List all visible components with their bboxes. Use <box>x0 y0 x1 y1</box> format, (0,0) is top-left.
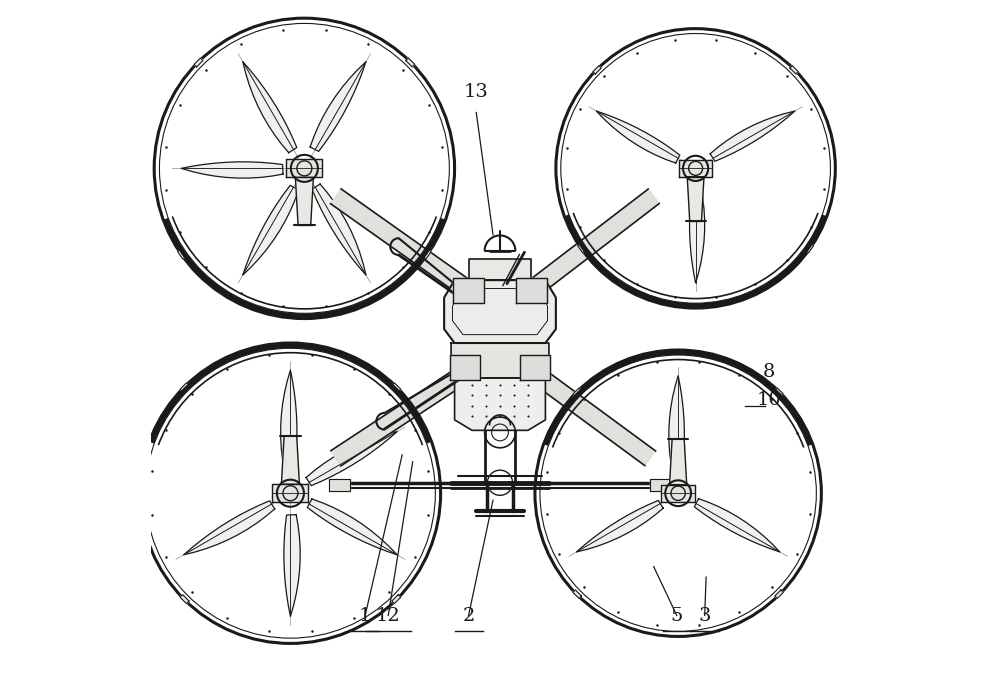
Polygon shape <box>593 66 601 74</box>
Text: 12: 12 <box>376 608 401 625</box>
Polygon shape <box>573 388 581 396</box>
Text: 5: 5 <box>671 608 683 625</box>
Text: 2: 2 <box>462 608 475 625</box>
Polygon shape <box>329 480 350 491</box>
Polygon shape <box>181 162 283 178</box>
Polygon shape <box>690 188 705 283</box>
Polygon shape <box>516 278 547 303</box>
Polygon shape <box>243 62 297 153</box>
Polygon shape <box>790 66 798 74</box>
Polygon shape <box>687 176 704 221</box>
Polygon shape <box>307 499 397 555</box>
Polygon shape <box>272 484 308 502</box>
Polygon shape <box>710 111 795 161</box>
Polygon shape <box>423 249 431 259</box>
Text: 10: 10 <box>757 391 781 409</box>
Polygon shape <box>578 244 585 253</box>
Polygon shape <box>281 436 299 484</box>
Polygon shape <box>444 280 556 343</box>
Polygon shape <box>331 189 477 300</box>
Polygon shape <box>806 244 813 253</box>
Polygon shape <box>178 249 186 259</box>
Polygon shape <box>180 383 189 392</box>
Text: 1: 1 <box>359 608 371 625</box>
Polygon shape <box>596 111 680 163</box>
Polygon shape <box>455 378 545 430</box>
Polygon shape <box>295 177 313 225</box>
Polygon shape <box>520 355 550 380</box>
Polygon shape <box>650 480 671 491</box>
Polygon shape <box>451 343 549 378</box>
Polygon shape <box>526 363 656 466</box>
Polygon shape <box>669 376 684 473</box>
Text: 13: 13 <box>464 83 489 101</box>
Polygon shape <box>775 388 783 396</box>
Polygon shape <box>661 484 695 502</box>
Polygon shape <box>392 383 401 392</box>
Polygon shape <box>573 590 581 598</box>
Polygon shape <box>392 594 401 603</box>
Polygon shape <box>180 594 189 603</box>
Polygon shape <box>281 370 297 472</box>
Polygon shape <box>453 278 484 303</box>
Polygon shape <box>694 498 780 552</box>
Polygon shape <box>306 432 397 486</box>
Polygon shape <box>576 500 663 552</box>
Polygon shape <box>522 189 659 300</box>
Polygon shape <box>679 160 712 176</box>
Polygon shape <box>284 514 300 617</box>
Polygon shape <box>310 62 366 151</box>
Polygon shape <box>469 259 531 280</box>
Polygon shape <box>243 186 299 275</box>
Polygon shape <box>670 439 687 484</box>
Polygon shape <box>312 184 366 275</box>
Polygon shape <box>331 363 474 466</box>
Polygon shape <box>184 500 275 555</box>
Polygon shape <box>286 160 322 177</box>
Polygon shape <box>406 58 415 67</box>
Text: 3: 3 <box>698 608 711 625</box>
Polygon shape <box>194 58 203 67</box>
Polygon shape <box>450 355 480 380</box>
Text: 8: 8 <box>763 363 775 382</box>
Polygon shape <box>775 590 783 598</box>
